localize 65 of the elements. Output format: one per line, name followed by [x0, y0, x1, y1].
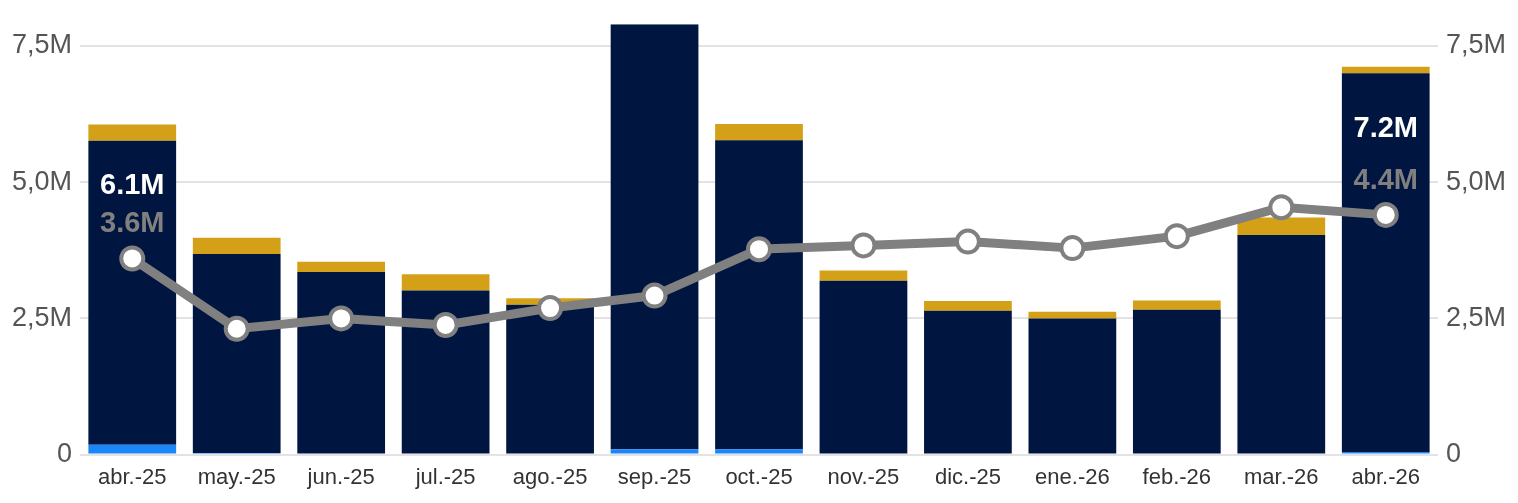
point: [432, 311, 459, 338]
bar: [1028, 318, 1117, 454]
bar: [297, 272, 386, 454]
data-label: 4.4M: [1353, 162, 1418, 195]
bar: [506, 304, 594, 454]
bar: [1341, 73, 1430, 452]
point: [746, 236, 772, 263]
bar: [819, 270, 908, 281]
point: [537, 295, 564, 322]
point: [954, 228, 981, 255]
x-tick-label: jul.-25: [414, 463, 476, 489]
x-tick-label: feb.-26: [1142, 463, 1212, 489]
total-label: 6.1M: [100, 168, 165, 201]
total-label: 7.2M: [1353, 110, 1418, 143]
y2-tick-label: 7,5M: [1445, 29, 1507, 60]
x-tick-label: abr.-25: [98, 463, 167, 489]
bar: [610, 449, 699, 454]
x-tick-label: nov.-25: [827, 463, 900, 489]
y-tick-label: 5,0M: [11, 165, 73, 196]
bar: [88, 140, 177, 445]
bar: [1237, 217, 1326, 236]
bar: [401, 274, 490, 291]
bar: [1237, 235, 1326, 454]
x-tick-label: oct.-25: [725, 463, 793, 489]
y2-tick-label: 5,0M: [1445, 165, 1507, 196]
point: [223, 315, 250, 342]
x-tick-label: abr.-26: [1351, 463, 1420, 489]
y-tick-label: 7,5M: [11, 29, 73, 60]
bar: [715, 449, 803, 454]
point: [328, 305, 355, 332]
x-tick-label: may.-25: [197, 463, 276, 489]
y2-tick-label: 2,5M: [1445, 301, 1507, 332]
point: [1372, 201, 1399, 228]
bar: [297, 261, 386, 273]
bar: [715, 123, 803, 141]
bar: [610, 24, 699, 450]
point: [1059, 235, 1086, 262]
bar: [88, 124, 177, 141]
y-tick-label: 2,5M: [11, 301, 73, 332]
point: [641, 282, 668, 309]
point: [1268, 194, 1295, 221]
bar: [715, 140, 803, 450]
x-tick-label: mar.-26: [1243, 463, 1319, 489]
bar: [924, 310, 1012, 454]
bar: [1132, 300, 1221, 310]
x-tick-label: ene.-26: [1035, 463, 1110, 489]
x-tick-label: ago.-25: [512, 463, 588, 489]
x-tick-label: sep.-25: [617, 463, 692, 489]
x-tick-label: dic.-25: [934, 463, 1001, 489]
bar: [401, 290, 490, 454]
bar: [819, 280, 908, 454]
bar: [88, 444, 177, 454]
x-tick-label: jun.-25: [306, 463, 375, 489]
y-tick-label: 0: [56, 438, 73, 469]
point: [119, 245, 146, 272]
bar: [1028, 311, 1117, 319]
y2-tick-label: 0: [1445, 438, 1462, 469]
bar: [924, 300, 1012, 311]
bar: [1132, 309, 1221, 454]
point: [850, 232, 877, 259]
bar: [192, 237, 281, 255]
point: [1163, 223, 1190, 250]
bar: [192, 254, 281, 453]
data-label: 3.6M: [100, 206, 165, 239]
bar: [1341, 66, 1430, 74]
